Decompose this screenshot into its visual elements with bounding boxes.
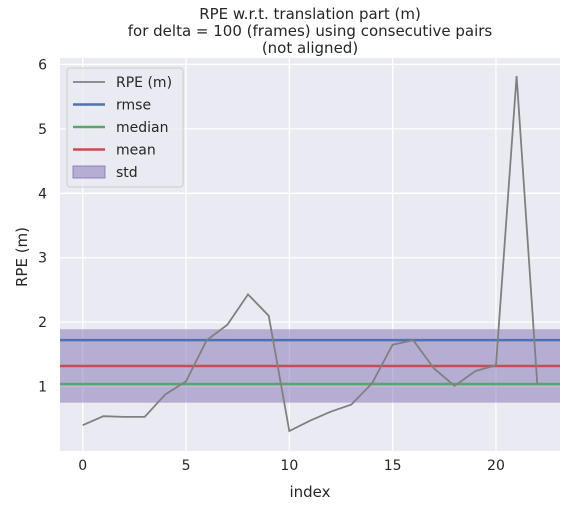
y-tick-label: 6 <box>38 57 47 73</box>
x-tick-label: 15 <box>384 458 402 474</box>
y-tick-label: 4 <box>38 186 47 202</box>
y-tick-labels: 1 2 3 4 5 6 <box>38 57 47 395</box>
x-tick-labels: 0 5 10 15 20 <box>78 458 505 474</box>
legend-label-mean: mean <box>116 143 156 159</box>
legend-label-rmse: rmse <box>116 98 151 114</box>
x-axis-label: index <box>289 483 330 501</box>
x-tick-label: 0 <box>78 458 87 474</box>
reference-lines-layer <box>60 338 560 386</box>
y-tick-label: 3 <box>38 251 47 267</box>
legend-label-rpe: RPE (m) <box>116 75 172 91</box>
y-tick-label: 5 <box>38 122 47 138</box>
x-tick-label: 10 <box>280 458 298 474</box>
grid-lines <box>60 58 560 451</box>
legend-box <box>66 67 184 188</box>
legend-swatch-std <box>72 165 106 179</box>
y-axis-label: RPE (m) <box>13 227 31 287</box>
rpe-series-line <box>82 75 539 433</box>
legend: RPE (m) rmse median mean std <box>66 67 184 188</box>
x-tick-label: 5 <box>182 458 191 474</box>
y-tick-label: 1 <box>38 380 47 396</box>
chart-title-line-2: for delta = 100 (frames) using consecuti… <box>128 22 493 40</box>
x-tick-label: 20 <box>487 458 505 474</box>
chart-title-line-1: RPE w.r.t. translation part (m) <box>199 5 421 23</box>
y-tick-label: 2 <box>38 315 47 331</box>
legend-label-median: median <box>116 120 168 136</box>
series-layer <box>82 75 539 433</box>
legend-label-std: std <box>116 165 138 181</box>
chart-title-line-3: (not aligned) <box>262 39 358 57</box>
